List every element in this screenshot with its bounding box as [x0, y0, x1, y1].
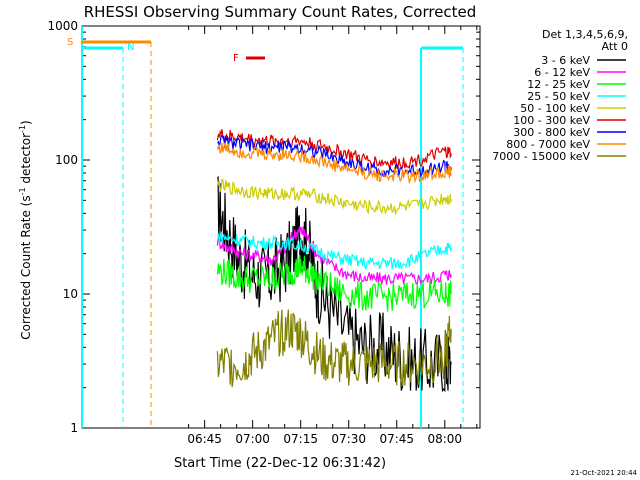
legend-label-8: 800 - 7000 keV — [506, 138, 590, 151]
legend-label-9: 7000 - 15000 keV — [492, 150, 590, 163]
series-line-8 — [216, 142, 452, 185]
y-tick-label: 1 — [70, 421, 78, 435]
series-line-2 — [216, 225, 452, 285]
x-axis-label: Start Time (22-Dec-12 06:31:42) — [174, 456, 386, 471]
saa-marker-label: S — [67, 37, 73, 48]
plot-area: 1 10 100 1000 06:45 07:00 07:15 07:30 07:45 08:00… — [47, 19, 626, 446]
series-line-9 — [216, 309, 452, 388]
y-tick-label: 1000 — [47, 19, 78, 33]
chart-title: RHESSI Observing Summary Count Rates, Co… — [84, 3, 477, 21]
flare-marker-label: F — [233, 53, 239, 64]
series-line-4 — [217, 231, 452, 271]
legend-label-1: 3 - 6 keV — [541, 54, 590, 67]
series-line-7 — [216, 134, 452, 178]
legend-header-line-2: Att 0 — [602, 40, 628, 53]
x-tick-label: 08:00 — [427, 432, 462, 446]
x-tick-label: 07:00 — [235, 432, 270, 446]
series-line-3 — [216, 254, 452, 312]
legend-label-6: 100 - 300 keV — [513, 114, 590, 127]
legend-label-5: 50 - 100 keV — [520, 102, 590, 115]
x-tick-label: 07:30 — [331, 432, 366, 446]
x-tick-label: 07:45 — [379, 432, 414, 446]
y-tick-label: 100 — [55, 153, 78, 167]
legend-label-3: 12 - 25 keV — [527, 78, 590, 91]
night-marker-label: N — [127, 42, 134, 53]
legend-header-line-1: Det 1,3,4,5,6,9, — [542, 28, 628, 41]
footer-timestamp: 21-Oct-2021 20:44 — [571, 469, 638, 477]
legend-label-2: 6 - 12 keV — [534, 66, 590, 79]
x-tick-label: 07:15 — [283, 432, 318, 446]
series-line-5 — [216, 178, 452, 216]
legend-label-7: 300 - 800 keV — [513, 126, 590, 139]
y-axis-label: Corrected Count Rate (s-1 detector-1) — [18, 120, 33, 339]
y-tick-label: 10 — [63, 287, 78, 301]
x-tick-label: 06:45 — [187, 432, 222, 446]
series-line-6 — [216, 129, 452, 171]
legend-label-4: 25 - 50 keV — [527, 90, 590, 103]
